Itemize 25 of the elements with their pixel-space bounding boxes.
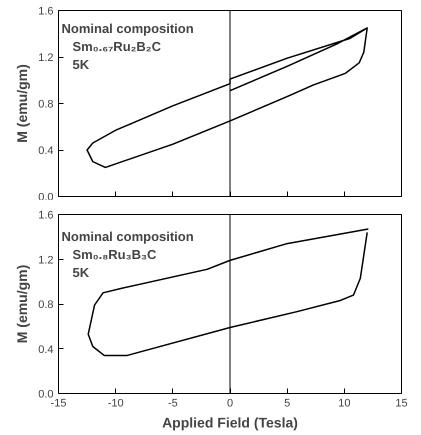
- x-tick-label: -15: [50, 398, 66, 410]
- x-tick-label: -10: [108, 398, 124, 410]
- x-tick-label: 5: [284, 398, 290, 410]
- annotation: Sm₀.₆₇Ru₂B₂C: [72, 39, 162, 54]
- y-tick-label: 0.4: [38, 145, 54, 157]
- x-tick-label: 0: [226, 398, 234, 410]
- y-tick-label: 1.2: [38, 254, 54, 266]
- y-axis-title: M (emu/gm): [14, 64, 30, 143]
- x-tick-label: 10: [338, 398, 350, 410]
- x-axis-title: Applied Field (Tesla): [162, 414, 298, 430]
- x-tick-label: 15: [395, 398, 408, 410]
- y-tick-label: 1.2: [38, 52, 54, 64]
- y-tick-label: 1.6: [38, 6, 54, 18]
- y-tick-label: 0.4: [38, 344, 54, 356]
- annotation: 5K: [72, 265, 90, 280]
- y-tick-label: 1.6: [38, 210, 54, 222]
- annotation: Nominal composition: [62, 229, 194, 244]
- annotation: Nominal composition: [62, 21, 194, 36]
- y-tick-label: 0.8: [38, 299, 54, 311]
- y-tick-label: 0.0: [38, 388, 54, 400]
- x-tick-label: -5: [168, 398, 178, 410]
- annotation: 5K: [72, 57, 90, 72]
- y-tick-label: 0.8: [38, 98, 54, 110]
- y-axis-title: M (emu/gm): [14, 264, 30, 344]
- annotation: Sm₀.₈Ru₃B₃C: [72, 247, 158, 262]
